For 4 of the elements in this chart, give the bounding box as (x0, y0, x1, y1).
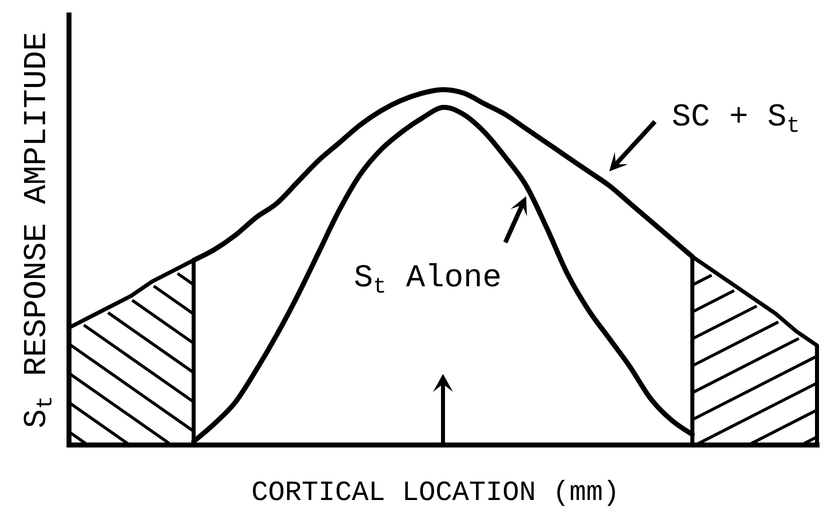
legend-label: S$_{t}$ Alone (355, 263, 500, 293)
y-axis-title: S$_{t}$ RESPONSE AMPLITUDE (24, 33, 52, 428)
x-axis-title: CORTICAL LOCATION (mm) (252, 480, 615, 506)
text: SC + S$_{t}$ (672, 104, 798, 132)
